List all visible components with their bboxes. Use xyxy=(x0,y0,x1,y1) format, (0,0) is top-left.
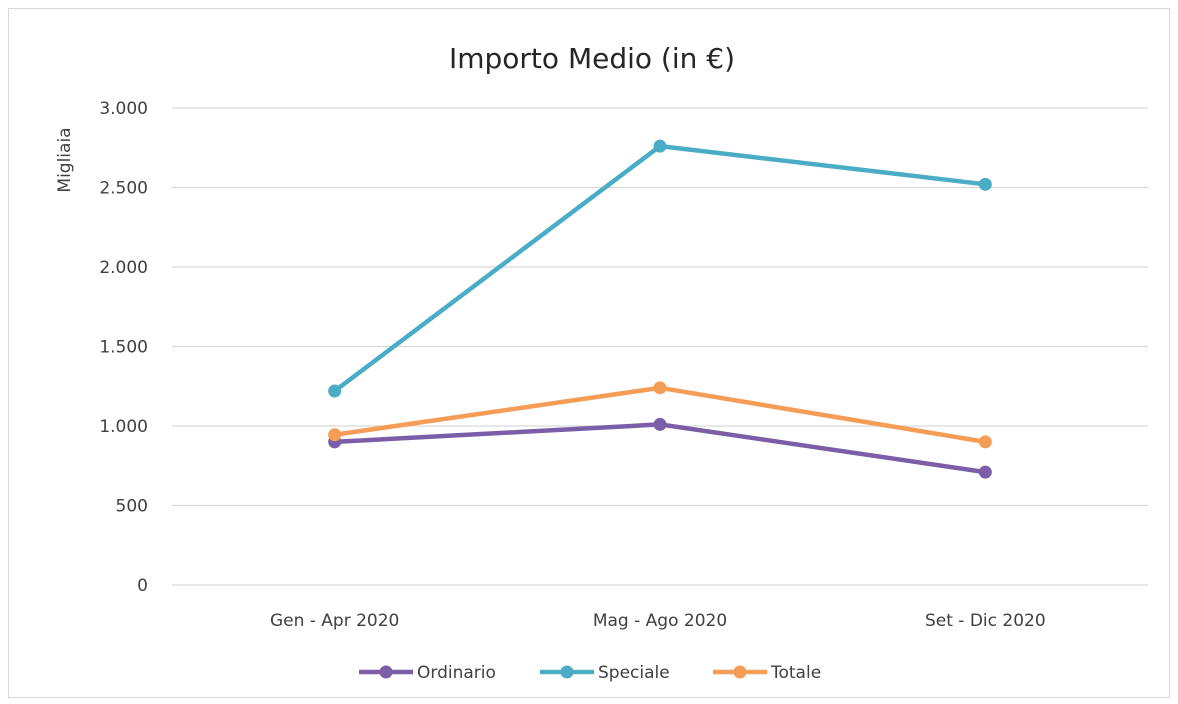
y-tick-label: 2.000 xyxy=(99,258,148,278)
legend-label: Totale xyxy=(770,663,821,683)
series-line xyxy=(332,143,988,394)
y-tick-label: 1.500 xyxy=(99,338,148,358)
legend-swatch-marker xyxy=(560,665,574,679)
data-point xyxy=(328,384,342,398)
legend-item: Ordinario xyxy=(359,663,496,683)
x-axis-ticks: Gen - Apr 2020 Mag - Ago 2020 Set - Dic 20… xyxy=(270,611,1046,631)
legend-item: Speciale xyxy=(540,663,670,683)
legend-swatch-marker xyxy=(379,665,393,679)
legend: Ordinario Speciale Totale xyxy=(359,663,821,683)
gridlines xyxy=(172,107,1148,586)
legend-item: Totale xyxy=(713,663,821,683)
legend-label: Ordinario xyxy=(417,663,496,683)
y-tick-label: 3.000 xyxy=(99,99,148,119)
series-lines xyxy=(328,139,992,479)
x-tick-label: Set - Dic 2020 xyxy=(925,611,1046,631)
x-tick-label: Gen - Apr 2020 xyxy=(270,611,399,631)
series-totale xyxy=(328,381,992,449)
legend-label: Speciale xyxy=(598,663,670,683)
y-tick-label: 500 xyxy=(116,497,148,517)
y-axis-ticks: 0 500 1.000 1.500 2.000 2.500 3.000 xyxy=(99,99,148,596)
data-point xyxy=(978,465,992,479)
y-axis-title: Migliaia xyxy=(55,127,75,192)
y-tick-label: 1.000 xyxy=(99,417,148,437)
data-point xyxy=(328,428,342,442)
series-line xyxy=(332,385,988,445)
data-point xyxy=(653,381,667,395)
data-point xyxy=(978,177,992,191)
chart-title: Importo Medio (in €) xyxy=(449,42,735,75)
y-tick-label: 2.500 xyxy=(99,179,148,199)
data-point xyxy=(653,417,667,431)
series-speciale xyxy=(328,139,992,398)
data-point xyxy=(653,139,667,153)
y-tick-label: 0 xyxy=(137,576,148,596)
chart-frame xyxy=(8,8,1170,698)
x-tick-label: Mag - Ago 2020 xyxy=(593,611,727,631)
legend-swatch-marker xyxy=(733,665,747,679)
series-line xyxy=(332,422,988,475)
data-point xyxy=(978,435,992,449)
